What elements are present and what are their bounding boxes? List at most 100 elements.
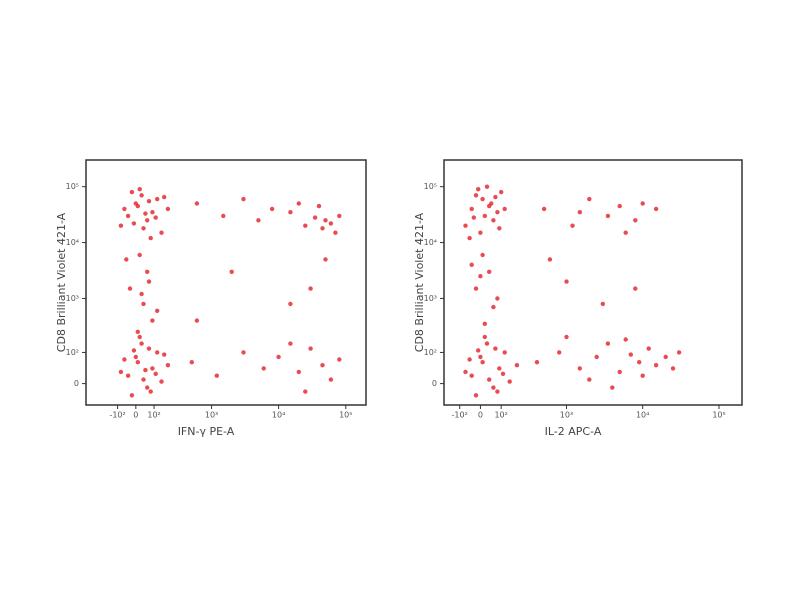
event-dot (118, 369, 124, 375)
event-dot (148, 235, 153, 241)
event-dot (491, 218, 496, 223)
event-dot (241, 350, 246, 355)
event-dot (303, 389, 308, 394)
event-dot (148, 389, 153, 394)
event-dot (482, 321, 487, 326)
event-dot (221, 213, 226, 219)
event-dot (617, 203, 622, 209)
event-dot (473, 193, 479, 198)
event-dot (127, 286, 133, 291)
y-axis-label: CD8 Brilliant Violet 421-A (55, 212, 68, 352)
event-dot (469, 262, 474, 267)
y-tick-label: 10² (424, 348, 437, 357)
event-dot (308, 346, 313, 351)
event-dot (623, 337, 628, 342)
event-dot (159, 230, 164, 235)
y-tick-label: 0 (74, 379, 79, 388)
y-tick-label: 10⁴ (424, 238, 437, 247)
event-dot (269, 206, 275, 212)
event-dot (605, 341, 611, 346)
event-dot (312, 215, 318, 220)
event-dot (141, 226, 146, 231)
x-tick-label: 10⁵ (712, 411, 725, 420)
event-dot (323, 218, 328, 223)
event-dot (497, 366, 502, 371)
event-dot (189, 360, 194, 365)
event-dot (577, 366, 582, 371)
event-dot (288, 210, 293, 215)
event-dot (500, 371, 506, 376)
event-dot (145, 269, 150, 274)
event-dot (476, 348, 481, 353)
event-dot (502, 350, 507, 355)
event-dot (135, 329, 140, 334)
event-dot (640, 373, 645, 378)
event-dot (241, 196, 246, 202)
event-dot (493, 346, 498, 351)
event-dot (125, 373, 131, 378)
event-dot (316, 203, 322, 209)
event-dot (194, 318, 200, 323)
event-dot (328, 377, 334, 382)
event-dot (214, 373, 219, 378)
event-dot (487, 269, 492, 274)
event-dot (471, 215, 476, 220)
event-dot (146, 279, 152, 284)
event-dot (162, 194, 167, 200)
event-dot (570, 223, 575, 228)
event-dot (139, 291, 144, 297)
event-dot (133, 201, 138, 206)
event-dot (507, 379, 512, 384)
y-tick-label: 10⁵ (424, 182, 437, 191)
event-dot (328, 221, 334, 226)
x-tick-label: -10² (109, 411, 125, 420)
event-dot (153, 371, 158, 376)
event-dot (467, 235, 472, 241)
event-dot (646, 346, 651, 351)
event-dot (564, 334, 569, 340)
event-dot (495, 389, 500, 394)
event-dot (534, 360, 540, 365)
event-dot (137, 334, 142, 340)
event-dot (487, 203, 492, 209)
event-dot (577, 210, 582, 215)
event-dot (159, 379, 164, 384)
event-dot (125, 213, 131, 219)
event-dot (118, 223, 124, 228)
event-dot (122, 206, 127, 212)
event-dot (463, 369, 468, 375)
x-tick-label: 10⁴ (272, 411, 285, 420)
x-tick-label: 0 (133, 411, 138, 420)
event-dot (288, 301, 293, 307)
x-tick-label: 0 (478, 411, 483, 420)
event-dot (491, 304, 496, 310)
event-dot (194, 201, 200, 206)
y-tick-label: 0 (432, 379, 437, 388)
event-dot (143, 211, 148, 216)
event-dot (469, 373, 474, 378)
event-dot (670, 366, 676, 371)
event-dot (663, 354, 668, 360)
plot-frame (443, 159, 743, 406)
event-dot (493, 194, 498, 200)
x-axis-label: IL-2 APC-A (545, 425, 602, 438)
event-dot (610, 385, 615, 390)
event-dot (320, 226, 325, 231)
x-tick-label: 10² (147, 411, 160, 420)
event-dot (308, 286, 313, 291)
event-dot (484, 341, 490, 346)
event-dot (165, 363, 171, 368)
event-dot (476, 187, 481, 192)
y-axis-label: CD8 Brilliant Violet 421-A (413, 212, 426, 352)
event-dot (139, 341, 144, 346)
event-dot (605, 213, 611, 219)
event-dot (139, 193, 144, 198)
event-dot (594, 354, 599, 360)
x-tick-label: 10⁵ (339, 411, 352, 420)
event-dot (146, 346, 152, 351)
event-dot (463, 223, 468, 228)
event-dot (628, 352, 633, 357)
x-tick-label: 10³ (560, 411, 573, 420)
event-dot (162, 352, 167, 357)
